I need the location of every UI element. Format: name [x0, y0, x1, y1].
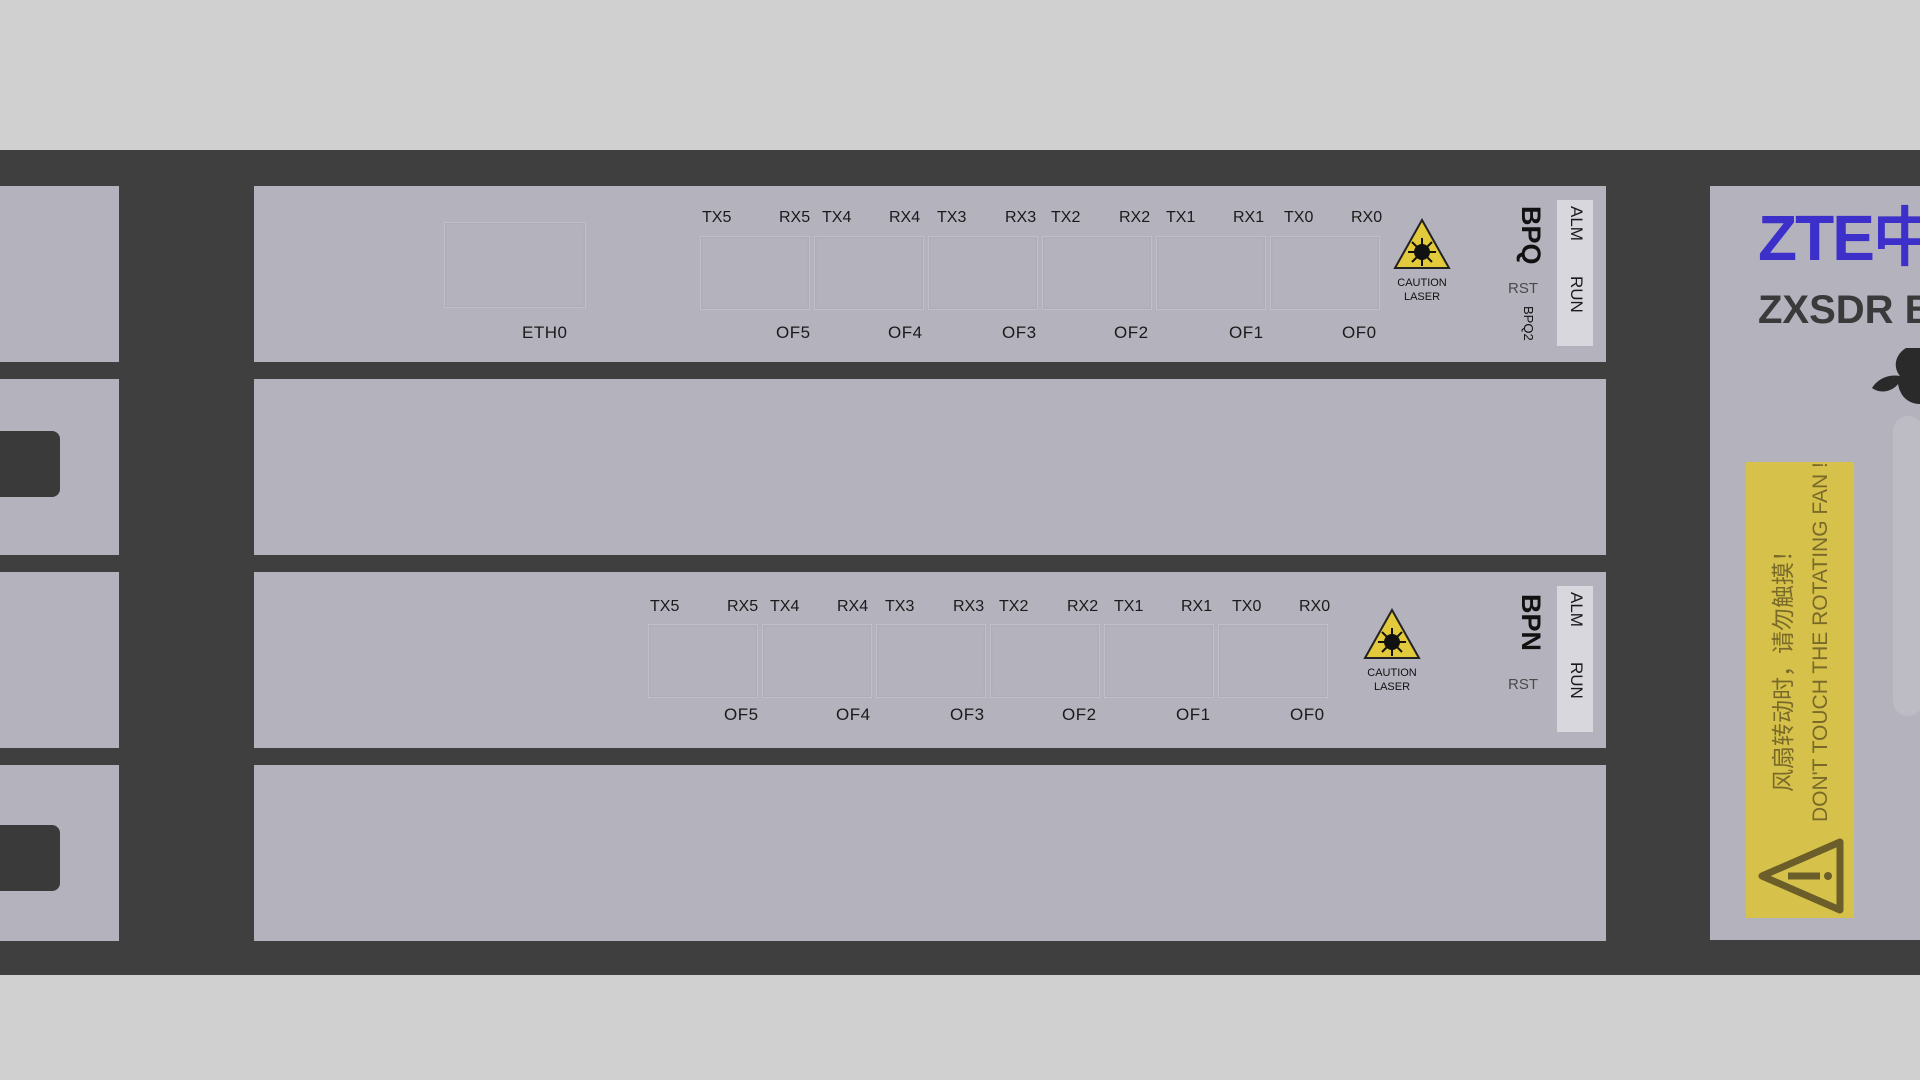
board-subname-bpq2: BPQ2	[1521, 306, 1536, 341]
rx5-label: RX5	[779, 209, 811, 226]
run-led-label: RUN	[1567, 662, 1586, 699]
of1-label: OF1	[1176, 705, 1211, 724]
chassis-frame: ETH0 TX5 RX5 TX4 RX4 TX3 RX3 TX2 RX2 TX1…	[0, 150, 1920, 975]
caution-laser-badge: CAUTION LASER	[1357, 607, 1427, 693]
warning-text-cn: 风扇转动时，请勿触摸！	[1770, 539, 1796, 792]
warning-text-en: DON'T TOUCH THE ROTATING FAN !	[1809, 462, 1832, 822]
tx3-label: TX3	[885, 598, 915, 615]
of5-label: OF5	[776, 323, 811, 342]
empty-board-slot	[254, 379, 1606, 555]
model-name: ZXSDR B	[1758, 288, 1920, 332]
laser-text: LASER	[1403, 291, 1441, 303]
left-slot-2[interactable]	[0, 379, 119, 555]
of3-port[interactable]	[876, 624, 986, 698]
of4-port[interactable]	[814, 236, 924, 310]
of0-label: OF0	[1342, 323, 1377, 342]
of3-port[interactable]	[928, 236, 1038, 310]
left-slot-3	[0, 572, 119, 748]
of5-port[interactable]	[700, 236, 810, 310]
bpq-board-panel: ETH0 TX5 RX5 TX4 RX4 TX3 RX3 TX2 RX2 TX1…	[254, 186, 1606, 362]
caution-text: CAUTION	[1397, 277, 1447, 289]
laser-warning-icon	[1363, 607, 1421, 659]
of4-label: OF4	[888, 323, 923, 342]
rx4-label: RX4	[837, 598, 869, 615]
warning-triangle-icon	[1758, 838, 1844, 914]
rx2-label: RX2	[1119, 209, 1151, 226]
of2-port[interactable]	[990, 624, 1100, 698]
led-strip: ALM RUN	[1557, 200, 1593, 346]
of2-port[interactable]	[1042, 236, 1152, 310]
rx3-label: RX3	[1005, 209, 1037, 226]
tx4-label: TX4	[770, 598, 800, 615]
fan-icon	[1872, 348, 1920, 404]
of4-port[interactable]	[762, 624, 872, 698]
led-strip: ALM RUN	[1557, 586, 1593, 732]
rx0-label: RX0	[1351, 209, 1383, 226]
left-slot-1	[0, 186, 119, 362]
laser-warning-icon	[1393, 217, 1451, 269]
tx4-label: TX4	[822, 209, 852, 226]
of5-label: OF5	[724, 705, 759, 724]
rx1-label: RX1	[1233, 209, 1265, 226]
board-name-bpn: BPN	[1516, 594, 1546, 652]
rst-button-label[interactable]: RST	[1508, 676, 1538, 693]
rx2-label: RX2	[1067, 598, 1099, 615]
rx0-label: RX0	[1299, 598, 1331, 615]
slot-handle[interactable]	[0, 431, 60, 497]
bpn-board-panel: TX5 RX5 TX4 RX4 TX3 RX3 TX2 RX2 TX1 RX1 …	[254, 572, 1606, 748]
of1-port[interactable]	[1156, 236, 1266, 310]
fan-module-panel: ZTE中兴 ZXSDR B 风扇转动时，请勿触摸！ DON'T TOUCH TH…	[1710, 186, 1920, 940]
caution-text: CAUTION	[1367, 667, 1417, 679]
of5-port[interactable]	[648, 624, 758, 698]
eth0-label: ETH0	[522, 323, 568, 342]
tx1-label: TX1	[1166, 209, 1196, 226]
fan-warning-sticker: 风扇转动时，请勿触摸！ DON'T TOUCH THE ROTATING FAN…	[1746, 462, 1854, 918]
run-led-label: RUN	[1567, 276, 1586, 313]
rx3-label: RX3	[953, 598, 985, 615]
laser-text: LASER	[1373, 681, 1411, 693]
rx4-label: RX4	[889, 209, 921, 226]
alm-led-label: ALM	[1567, 206, 1586, 241]
tx0-label: TX0	[1284, 209, 1314, 226]
empty-board-slot	[254, 765, 1606, 941]
left-slot-4[interactable]	[0, 765, 119, 941]
of2-label: OF2	[1062, 705, 1097, 724]
rx1-label: RX1	[1181, 598, 1213, 615]
caution-laser-badge: CAUTION LASER	[1387, 217, 1457, 303]
tx1-label: TX1	[1114, 598, 1144, 615]
tx3-label: TX3	[937, 209, 967, 226]
zte-logo: ZTE中兴	[1758, 202, 1920, 274]
tx2-label: TX2	[1051, 209, 1081, 226]
rst-button-label[interactable]: RST	[1508, 280, 1538, 297]
alm-led-label: ALM	[1567, 592, 1586, 627]
of3-label: OF3	[950, 705, 985, 724]
tx5-label: TX5	[650, 598, 680, 615]
of0-label: OF0	[1290, 705, 1325, 724]
of2-label: OF2	[1114, 323, 1149, 342]
tx0-label: TX0	[1232, 598, 1262, 615]
slot-handle[interactable]	[0, 825, 60, 891]
rx5-label: RX5	[727, 598, 759, 615]
fan-handle[interactable]	[1893, 416, 1920, 716]
tx2-label: TX2	[999, 598, 1029, 615]
of1-label: OF1	[1229, 323, 1264, 342]
eth0-port[interactable]	[444, 222, 586, 308]
of1-port[interactable]	[1104, 624, 1214, 698]
tx5-label: TX5	[702, 209, 732, 226]
board-name-bpq: BPQ	[1516, 206, 1546, 265]
of3-label: OF3	[1002, 323, 1037, 342]
of0-port[interactable]	[1270, 236, 1380, 310]
of4-label: OF4	[836, 705, 871, 724]
of0-port[interactable]	[1218, 624, 1328, 698]
